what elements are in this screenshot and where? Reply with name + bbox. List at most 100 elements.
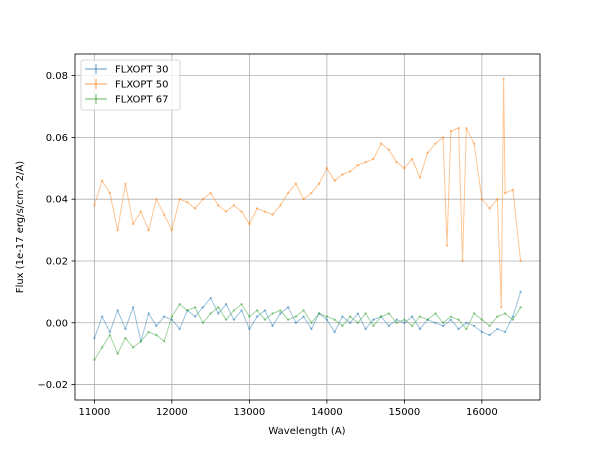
series-point	[155, 197, 158, 201]
series-point	[279, 309, 282, 312]
series-layer	[93, 77, 522, 362]
series-line	[93, 303, 522, 361]
series-point	[263, 318, 267, 321]
series-point	[186, 309, 189, 312]
series-point	[426, 318, 429, 321]
series-point	[279, 312, 282, 315]
series-point	[100, 315, 104, 318]
series-point	[519, 259, 522, 263]
series-point	[317, 312, 321, 315]
series-point	[255, 207, 259, 210]
series-point	[155, 324, 158, 328]
series-point	[178, 303, 181, 306]
series-point	[186, 201, 189, 204]
series-point	[116, 309, 119, 312]
series-point	[116, 228, 119, 232]
series-point	[232, 204, 236, 207]
series-point	[379, 142, 383, 145]
series-point	[155, 333, 158, 337]
series-point	[286, 306, 290, 309]
series-point	[500, 306, 503, 309]
series-point	[93, 204, 96, 207]
series-point	[519, 290, 522, 294]
series-point	[302, 197, 305, 201]
series-point	[217, 312, 220, 315]
series-point	[100, 346, 104, 349]
series-line	[93, 78, 522, 308]
series-point	[271, 324, 274, 328]
series-point	[131, 222, 135, 226]
series-point	[116, 352, 119, 355]
series-point	[403, 167, 406, 170]
series-point	[356, 312, 360, 315]
series-point	[356, 164, 360, 167]
series-point	[348, 315, 352, 318]
plot-frame	[74, 53, 541, 401]
series-point	[224, 303, 228, 306]
series-point	[488, 207, 491, 210]
series-point	[124, 182, 127, 185]
series-point	[426, 318, 429, 321]
y-tick-label: 0.02	[46, 256, 68, 267]
series-point	[410, 324, 414, 328]
series-point	[511, 315, 515, 318]
series-point	[434, 312, 437, 315]
y-tick-label: −0.02	[37, 380, 68, 391]
series-point	[418, 315, 422, 318]
series-point	[364, 160, 367, 164]
legend-label: FLXOPT 30	[115, 65, 168, 76]
series-point	[271, 213, 274, 216]
series-point	[449, 315, 453, 318]
series-point	[480, 330, 484, 334]
series-point	[410, 315, 414, 318]
series-point	[139, 340, 143, 343]
series-point	[209, 296, 212, 300]
x-tick-label: 13000	[233, 407, 265, 418]
x-tick-label: 15000	[388, 407, 420, 418]
series-point	[418, 176, 422, 179]
series-point	[224, 210, 228, 213]
series-point	[286, 191, 290, 195]
series-point	[317, 312, 321, 315]
series-point	[372, 157, 375, 161]
series-point	[263, 210, 267, 213]
legend: FLXOPT 30 FLXOPT 50 FLXOPT 67	[80, 59, 181, 111]
series-point	[232, 318, 236, 321]
series-point	[449, 318, 453, 321]
series-point	[333, 179, 336, 182]
legend-box	[80, 59, 181, 111]
y-tick-label: 0.00	[46, 318, 68, 329]
series-point	[240, 210, 243, 213]
series-point	[93, 358, 96, 362]
series-point	[441, 324, 445, 328]
series-point	[255, 315, 259, 318]
series-point	[170, 315, 174, 318]
series-2	[93, 303, 522, 362]
series-point	[461, 259, 464, 263]
series-point	[333, 330, 336, 334]
series-point	[372, 318, 375, 321]
series-point	[511, 188, 515, 192]
series-point	[232, 309, 236, 312]
series-point	[302, 315, 305, 318]
series-point	[387, 148, 391, 151]
series-point	[201, 306, 205, 309]
series-point	[379, 315, 383, 318]
series-point	[178, 327, 181, 331]
series-point	[131, 306, 135, 309]
series-point	[418, 327, 422, 331]
series-point	[170, 228, 174, 232]
series-point	[124, 327, 127, 331]
series-point	[519, 306, 522, 309]
x-tick-label: 12000	[156, 407, 188, 418]
series-point	[294, 315, 298, 318]
series-point	[131, 346, 135, 349]
series-point	[445, 244, 449, 247]
series-point	[255, 309, 259, 312]
series-0	[93, 290, 522, 343]
series-point	[496, 315, 499, 318]
series-point	[472, 312, 476, 315]
series-point	[279, 204, 282, 207]
series-point	[356, 321, 360, 324]
series-point	[379, 315, 383, 318]
